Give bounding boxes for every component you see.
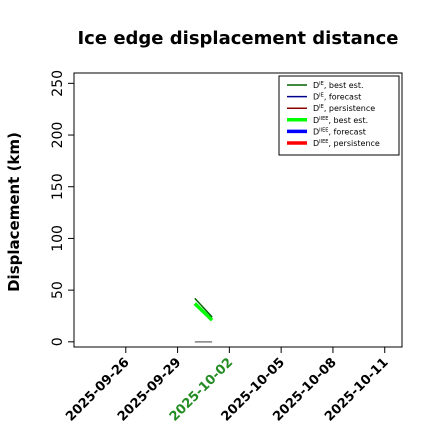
series-line [193, 302, 214, 322]
legend-entry: DIE, best est. [313, 81, 364, 90]
y-tick-label: 0 [50, 337, 66, 346]
y-axis-label: Displacement (km) [5, 132, 23, 292]
y-tick-label: 200 [50, 122, 66, 149]
legend-entry: DIE, persistence [313, 104, 375, 113]
y-tick-label: 100 [50, 225, 66, 252]
legend-entry: DIE, forecast [313, 93, 361, 102]
series-line [194, 297, 213, 318]
y-axis-ticks: 0 50 100 150 200 250 [50, 70, 74, 346]
legend-entry: DIIEE, forecast [313, 127, 366, 136]
chart-title: Ice edge displacement distance [77, 28, 398, 49]
y-tick-label: 50 [50, 281, 66, 299]
legend-entry: DIIEE, best est. [313, 116, 368, 125]
plot-frame [73, 72, 403, 348]
y-tick-label: 250 [50, 70, 66, 97]
x-axis-ticks: 2025-09-262025-09-292025-10-022025-10-05… [63, 347, 392, 425]
legend-box [278, 75, 400, 156]
legend: DIE, best est. DIE, forecast DIE, persiste… [278, 75, 400, 156]
legend-entry: DIIEE, persistence [313, 139, 380, 148]
series-layer [193, 297, 214, 343]
y-tick-label: 150 [50, 173, 66, 200]
